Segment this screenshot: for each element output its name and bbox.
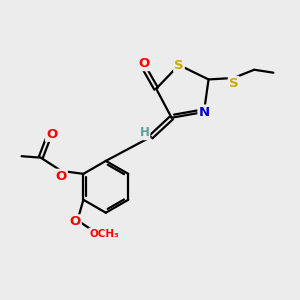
Text: S: S <box>174 58 184 71</box>
Text: O: O <box>56 170 67 183</box>
Text: O: O <box>139 57 150 70</box>
Text: O: O <box>70 215 81 228</box>
Text: OCH₃: OCH₃ <box>89 229 119 238</box>
Text: O: O <box>46 128 57 141</box>
Text: S: S <box>229 77 238 90</box>
Text: H: H <box>140 126 149 139</box>
Text: N: N <box>198 106 209 118</box>
